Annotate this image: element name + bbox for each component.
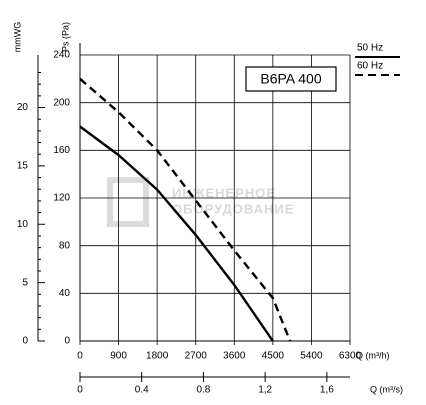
series-line: [79, 125, 274, 342]
x2-tick-label: 1,6: [320, 385, 334, 396]
x-axis-title: Q (m³/h): [356, 350, 390, 360]
y2-axis-title: mmWG: [12, 22, 22, 53]
watermark: ОБОРУДОВАНИЕ: [172, 201, 294, 216]
x-tick-label: 5400: [300, 351, 323, 362]
x-tick-label: 1800: [146, 351, 169, 362]
y2-tick-label: 0: [22, 336, 28, 347]
series-line: [79, 77, 292, 342]
y-tick-label: 80: [59, 240, 71, 251]
x2-tick-label: 1,2: [258, 385, 272, 396]
legend-label: 50 Hz: [357, 43, 383, 54]
title-box: [245, 66, 337, 92]
x2-tick-label: 0: [77, 385, 83, 396]
x-tick-label: 0: [77, 351, 83, 362]
y-tick-label: 120: [53, 193, 70, 204]
watermark-logo: [107, 177, 149, 227]
y-tick-label: 200: [53, 97, 70, 108]
y2-tick-label: 20: [17, 102, 29, 113]
y-axis-title: Ps (Pa): [60, 22, 70, 52]
x2-tick-label: 0.4: [135, 385, 149, 396]
x-tick-label: 4500: [262, 351, 285, 362]
y-tick-label: 40: [59, 288, 71, 299]
legend-label: 60 Hz: [357, 61, 383, 72]
y-tick-label: 240: [53, 50, 70, 61]
y2-tick-label: 5: [22, 277, 28, 288]
x-tick-label: 2700: [185, 351, 208, 362]
x2-tick-label: 0.8: [196, 385, 210, 396]
x-tick-label: 900: [110, 351, 127, 362]
y-tick-label: 0: [64, 336, 70, 347]
watermark: ИНЖЕНЕРНОЕ: [172, 185, 276, 200]
x-tick-label: 3600: [223, 351, 246, 362]
x2-axis-title: Q (m³/s): [370, 384, 403, 394]
x-tick-label: 6300: [339, 351, 362, 362]
chart-title: B6PA 400: [260, 71, 321, 87]
y2-tick-label: 10: [17, 219, 29, 230]
y2-tick-label: 15: [17, 161, 29, 172]
y-tick-label: 160: [53, 145, 70, 156]
